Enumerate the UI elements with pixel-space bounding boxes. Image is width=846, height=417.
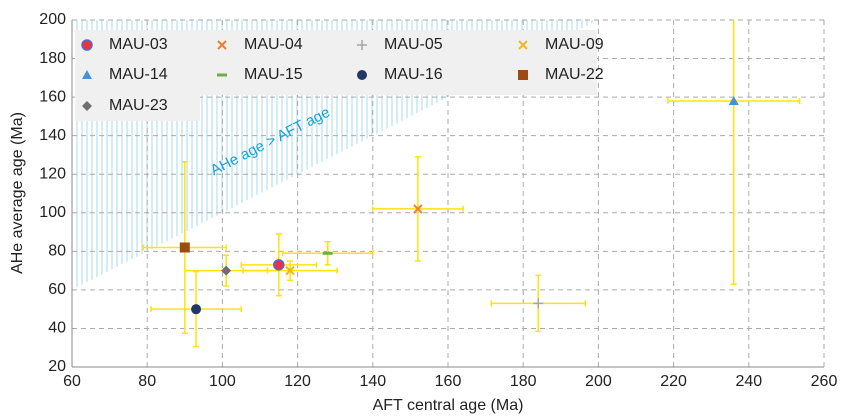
legend-marker [81,39,93,51]
legend-box [75,90,200,121]
legend-marker [518,40,528,50]
legend-label: MAU-03 [109,36,168,53]
y-tick-label: 80 [48,243,66,260]
legend-label: MAU-05 [384,36,443,53]
y-tick-label: 40 [48,320,66,337]
point [728,95,739,105]
point [191,304,202,315]
y-tick-label: 180 [39,50,66,67]
legend-marker [357,40,367,50]
x-tick-label: 140 [359,373,386,390]
y-axis-title: AHe average age (Ma) [9,112,26,274]
legend-marker [82,70,92,79]
point [285,265,295,276]
legend-label: MAU-09 [545,36,604,53]
plot-area [142,20,801,348]
legend-label: MAU-23 [109,97,168,114]
point [221,265,232,276]
x-tick-label: 100 [209,373,236,390]
y-tick-label: 120 [39,165,66,182]
x-axis-title: AFT central age (Ma) [373,397,524,414]
legend-label: MAU-22 [545,66,604,83]
x-tick-label: 220 [660,373,687,390]
legend-label: MAU-16 [384,66,443,83]
y-tick-label: 200 [39,11,66,28]
x-tick-label: 180 [510,373,537,390]
legend-marker [357,70,367,80]
y-error-bar [730,20,737,285]
y-tick-label: 100 [39,204,66,221]
y-tick-label: 20 [48,358,66,375]
legend-label: MAU-15 [244,66,303,83]
point [179,242,190,253]
x-tick-label: 260 [811,373,838,390]
point [533,298,544,309]
x-tick-label: 200 [585,373,612,390]
point [273,259,285,271]
legend-marker [518,70,528,80]
point [413,204,423,214]
x-tick-label: 80 [138,373,156,390]
legend-marker [217,40,227,50]
x-tick-label: 60 [63,373,81,390]
y-tick-label: 160 [39,88,66,105]
y-tick-label: 140 [39,127,66,144]
legend-label: MAU-14 [109,66,168,83]
y-tick-label: 60 [48,281,66,298]
legend-marker [82,101,92,111]
legend-box [75,30,597,95]
legend-label: MAU-04 [244,36,303,53]
x-tick-label: 240 [735,373,762,390]
x-tick-label: 120 [284,373,311,390]
x-tick-label: 160 [435,373,462,390]
